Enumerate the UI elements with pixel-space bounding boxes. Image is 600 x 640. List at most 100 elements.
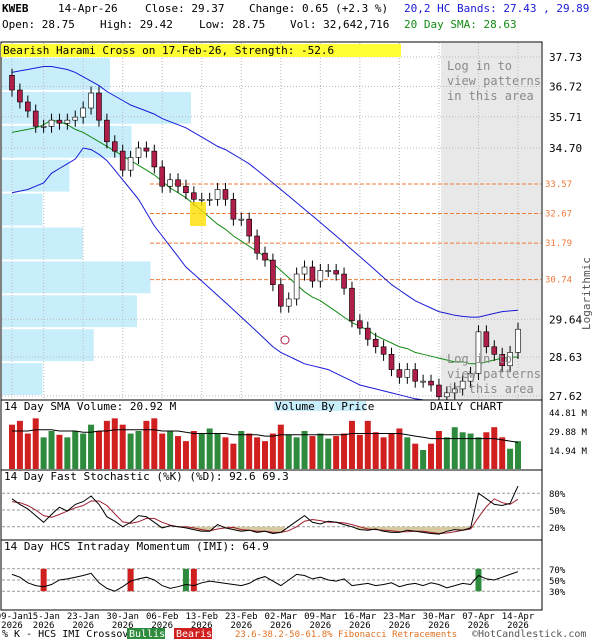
date-tick-label: 02-Mar: [265, 612, 298, 622]
volume-bar: [262, 441, 268, 469]
volume-bars: 44.81 M 29.88 M 14.94 M: [9, 409, 588, 469]
date-tick-label: 23-Mar: [383, 612, 416, 622]
date-tick-year: 2026: [230, 621, 252, 631]
candle-body: [278, 284, 284, 307]
volume-tick-label: 44.81 M: [549, 409, 588, 419]
candles: [9, 68, 521, 404]
candle-body: [9, 75, 15, 91]
imi-tick-label: 70%: [549, 566, 566, 576]
candle-body: [317, 270, 324, 282]
candle-body: [167, 179, 173, 187]
candle-body: [198, 198, 205, 201]
login-line: in this area: [447, 382, 534, 396]
volume-bar: [198, 433, 205, 469]
volume-bar: [127, 433, 134, 469]
vbp-bar: [2, 329, 94, 362]
candle-body: [412, 369, 419, 382]
volume-bar: [499, 437, 506, 469]
date: 14-Apr-26: [58, 2, 118, 15]
candle-body: [333, 270, 339, 275]
imi-line: [11, 571, 519, 592]
candle-body: [183, 185, 189, 194]
upper-band-line: [11, 66, 519, 318]
candle-body: [80, 107, 86, 118]
candle-body: [127, 157, 134, 171]
pattern-marker: [280, 335, 290, 345]
volume-bar: [269, 433, 276, 469]
oversold-shade: [205, 526, 214, 532]
login-line: view patterns: [447, 74, 541, 88]
candle-body: [32, 110, 39, 127]
candle-body: [143, 147, 150, 152]
candle-body: [175, 179, 181, 187]
candle-body: [191, 192, 197, 200]
oversold-shade: [450, 526, 459, 530]
candle-body: [309, 266, 316, 282]
candle-body: [238, 218, 245, 221]
close-value: Close: 29.37: [145, 2, 224, 15]
date-tick-label: 14-Apr: [502, 612, 535, 622]
candle-body: [222, 189, 229, 200]
footer: % K - HCS IMI Crossover: Bullish Bearish…: [2, 628, 586, 640]
oversold-shade: [379, 526, 388, 532]
volume-bar: [396, 428, 403, 469]
date-tick-year: 2026: [151, 621, 173, 631]
volume-bar: [309, 436, 316, 469]
volume-bar: [435, 431, 442, 469]
crossover-marker: [182, 568, 189, 592]
date-tick-year: 2026: [468, 621, 490, 631]
stoch-k-line: [11, 485, 519, 535]
candle-body: [96, 92, 102, 121]
price-tick-label: 29.64: [549, 313, 582, 326]
bullish-label: Bullish: [129, 629, 171, 640]
price-axis: 37.73 36.72 35.71 34.70 29.64 28.63 27.62: [549, 51, 582, 403]
date-tick-label: 07-Apr: [462, 612, 495, 622]
vbp-bar: [2, 227, 83, 260]
volume-bar: [88, 424, 95, 469]
login-line: Log in to: [447, 352, 512, 366]
vbp-bar: [2, 58, 110, 90]
imi-title: 14 Day HCS Intraday Momentum (IMI): 64.9: [4, 540, 269, 553]
candle-body: [444, 392, 450, 398]
oversold-shade: [253, 526, 262, 533]
candle-body: [436, 384, 442, 398]
candle-body: [325, 270, 332, 272]
date-tick-label: 23-Feb: [225, 612, 258, 622]
oversold-shade: [197, 526, 206, 532]
crossover-marker: [40, 568, 47, 592]
candle-body: [214, 189, 221, 200]
volume-bar: [285, 434, 292, 469]
date-axis: 09-Jan202615-Jan202623-Jan202630-Jan2026…: [0, 612, 535, 631]
volume-bar: [238, 431, 245, 469]
oversold-shade: [411, 526, 420, 532]
volume-bar: [56, 434, 63, 469]
candle-body: [56, 119, 63, 124]
log-label: Logarithmic: [580, 257, 593, 330]
pattern-banner-bg: [1, 44, 401, 57]
login-note-top: Log in to view patterns in this area: [447, 59, 541, 103]
volume-bar: [111, 418, 118, 469]
volume-bar: [333, 436, 340, 469]
candle-body: [111, 141, 118, 152]
volume-bar: [206, 428, 213, 469]
candle-body: [357, 320, 363, 329]
volume-bar: [356, 434, 363, 469]
volume-bar: [182, 441, 189, 469]
candle-body: [428, 380, 434, 386]
volume-bar: [246, 433, 253, 469]
date-tick-year: 2026: [72, 621, 94, 631]
volume-bar: [380, 437, 387, 469]
imi-tick-label: 30%: [549, 588, 566, 598]
volume-bar: [412, 443, 419, 469]
volume-value: Vol: 32,642,716: [290, 18, 389, 31]
fib-level-label: 31.79: [545, 239, 572, 249]
candle-body: [159, 166, 166, 187]
volume-bar: [443, 437, 450, 469]
oversold-shade: [434, 526, 443, 535]
date-tick-year: 2026: [310, 621, 332, 631]
candle-body: [507, 352, 513, 367]
crossover-marker: [190, 568, 197, 592]
volume-bar: [515, 441, 521, 469]
volume-bar: [64, 437, 71, 469]
volume-bar: [254, 437, 261, 469]
